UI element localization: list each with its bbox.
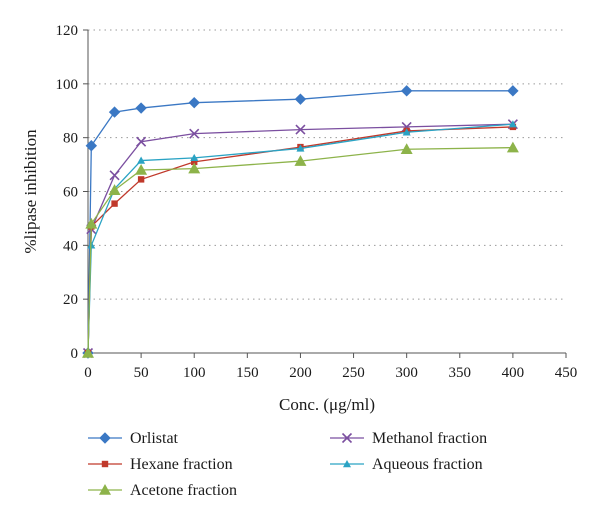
data-point bbox=[341, 432, 353, 444]
data-point bbox=[188, 96, 200, 109]
data-point bbox=[82, 347, 94, 358]
data-point bbox=[135, 102, 147, 114]
legend-item: Aqueous fraction bbox=[330, 456, 483, 473]
y-tick-label: 40 bbox=[63, 238, 78, 254]
data-point bbox=[294, 93, 307, 105]
series-line bbox=[87, 123, 513, 354]
data-point bbox=[343, 460, 351, 468]
legend-item: Orlistat bbox=[88, 430, 179, 447]
data-point bbox=[85, 140, 98, 152]
legend-label: Methanol fraction bbox=[372, 430, 487, 447]
x-tick-label: 250 bbox=[342, 365, 365, 381]
data-point bbox=[506, 141, 519, 153]
data-point-stroke bbox=[189, 128, 200, 139]
axes bbox=[83, 29, 567, 358]
x-axis-label: Conc. (μg/ml) bbox=[279, 395, 375, 414]
legend-label: Aqueous fraction bbox=[372, 456, 483, 473]
data-point bbox=[108, 106, 121, 118]
x-tick-label: 150 bbox=[236, 365, 259, 381]
x-tick-label: 200 bbox=[289, 365, 312, 381]
y-tick-label: 80 bbox=[63, 131, 78, 147]
data-point bbox=[190, 153, 199, 162]
x-tick-label: 450 bbox=[555, 365, 578, 381]
data-point bbox=[135, 163, 148, 175]
legend-item: Hexane fraction bbox=[88, 456, 233, 473]
data-point bbox=[136, 136, 147, 147]
data-point bbox=[295, 124, 306, 135]
x-tick-label: 50 bbox=[134, 365, 149, 381]
x-tick-label: 300 bbox=[395, 365, 418, 381]
data-point bbox=[400, 143, 413, 155]
legend-item: Acetone fraction bbox=[88, 482, 237, 499]
legend-label: Acetone fraction bbox=[130, 482, 237, 499]
data-point bbox=[188, 162, 201, 174]
series-line bbox=[87, 146, 513, 354]
legend-label: Orlistat bbox=[130, 430, 179, 447]
data-point bbox=[101, 460, 109, 468]
data-point bbox=[400, 85, 413, 97]
y-tick-label: 0 bbox=[71, 346, 79, 362]
data-point bbox=[99, 432, 111, 444]
series-line bbox=[87, 90, 513, 354]
data-point bbox=[111, 200, 118, 207]
series-orlistat bbox=[82, 85, 519, 359]
data-point bbox=[137, 156, 146, 164]
data-point bbox=[191, 158, 198, 166]
series-line bbox=[87, 126, 513, 354]
legend-item: Methanol fraction bbox=[330, 430, 487, 447]
series-acetone-fraction bbox=[82, 141, 519, 358]
data-point bbox=[99, 484, 111, 495]
data-point bbox=[508, 120, 517, 128]
series-group bbox=[82, 85, 519, 359]
x-tick-label: 0 bbox=[84, 365, 92, 381]
data-point bbox=[507, 85, 519, 97]
legend-label: Hexane fraction bbox=[130, 456, 233, 473]
data-point bbox=[109, 170, 120, 181]
data-point bbox=[402, 128, 411, 136]
x-tick-label: 350 bbox=[449, 365, 472, 381]
x-tick-label: 400 bbox=[502, 365, 525, 381]
data-point bbox=[296, 144, 305, 152]
data-point-stroke bbox=[295, 124, 306, 135]
y-tick-label: 120 bbox=[56, 23, 79, 39]
y-tick-label: 60 bbox=[63, 185, 78, 201]
data-point-stroke bbox=[136, 136, 147, 147]
data-point-stroke bbox=[341, 432, 353, 444]
data-point bbox=[137, 176, 145, 183]
data-point bbox=[189, 128, 200, 139]
y-tick-label: 100 bbox=[56, 77, 79, 93]
data-point bbox=[294, 155, 307, 166]
y-tick-label: 20 bbox=[63, 292, 78, 308]
data-point bbox=[85, 217, 98, 229]
x-tick-label: 100 bbox=[183, 365, 206, 381]
series-line bbox=[87, 123, 513, 354]
data-point-stroke bbox=[109, 170, 120, 181]
legend: Orlistat Methanol fraction Hexane fraction… bbox=[88, 430, 487, 499]
gridlines bbox=[88, 29, 566, 300]
data-point bbox=[108, 184, 121, 195]
y-axis-label: %lipase inhibition bbox=[21, 129, 40, 254]
tick-labels: 0 20 40 60 80 100 120 0 50 100 150 200 250 300 350 400 4… bbox=[56, 23, 578, 381]
